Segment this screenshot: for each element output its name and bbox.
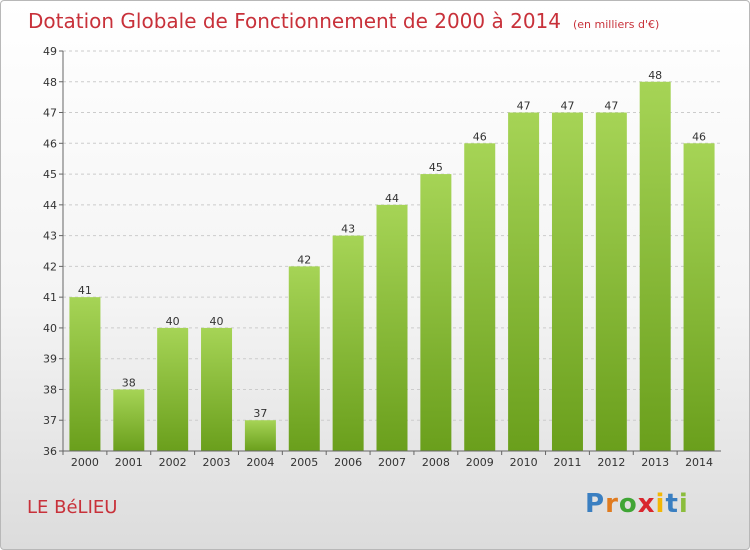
- chart-title: Dotation Globale de Fonctionnement de 20…: [28, 9, 659, 33]
- x-tick-label: 2003: [203, 456, 231, 469]
- data-label: 45: [429, 161, 443, 174]
- x-tick-label: 2014: [685, 456, 713, 469]
- bar-2006: [332, 235, 364, 451]
- x-tick-label: 2006: [334, 456, 362, 469]
- x-tick-label: 2008: [422, 456, 450, 469]
- bars: 41 38 40 40 37 42 43 44 45 46 47 47 47 48 46: [69, 69, 715, 452]
- data-label: 40: [210, 315, 224, 328]
- y-tick-label: 41: [43, 291, 57, 304]
- data-label: 38: [122, 376, 136, 389]
- data-label: 40: [166, 315, 180, 328]
- proxiti-logo[interactable]: Proxiti: [585, 489, 689, 519]
- logo-letter: P: [585, 489, 606, 519]
- bar-2008: [420, 174, 452, 452]
- y-tick-label: 45: [43, 168, 57, 181]
- data-label: 47: [604, 100, 618, 113]
- chart-subtitle: (en milliers d'€): [573, 18, 660, 31]
- bar-2007: [376, 204, 408, 451]
- data-label: 42: [297, 253, 311, 266]
- bar-2010: [508, 112, 540, 452]
- bar-2013: [639, 81, 671, 452]
- x-tick-label: 2007: [378, 456, 406, 469]
- y-tick-label: 44: [43, 199, 57, 212]
- data-label: 37: [253, 407, 267, 420]
- data-label: 46: [692, 130, 706, 143]
- data-label: 44: [385, 192, 399, 205]
- x-tick-label: 2005: [290, 456, 318, 469]
- bar-2002: [157, 327, 189, 451]
- y-tick-label: 47: [43, 107, 57, 120]
- bar-2009: [464, 143, 496, 452]
- data-label: 46: [473, 130, 487, 143]
- x-tick-label: 2012: [597, 456, 625, 469]
- logo-letter: x: [637, 489, 656, 519]
- bar-2011: [551, 112, 583, 452]
- y-tick-label: 37: [43, 414, 57, 427]
- y-tick-label: 36: [43, 445, 57, 458]
- bar-2001: [113, 389, 145, 451]
- bar-2004: [244, 420, 276, 451]
- bar-2014: [683, 143, 715, 452]
- data-label: 48: [648, 69, 662, 82]
- x-tick-label: 2000: [71, 456, 99, 469]
- logo-letter: t: [665, 489, 679, 519]
- x-tick-label: 2001: [115, 456, 143, 469]
- commune-name: LE BéLIEU: [27, 497, 118, 518]
- axes: 36 37 38 39 40 41 42 43 44 45 46 47 48 49 2000 2001 2002…: [43, 45, 721, 469]
- y-tick-label: 49: [43, 45, 57, 58]
- logo-letter: r: [605, 489, 619, 519]
- bar-2003: [201, 327, 233, 451]
- x-tick-label: 2011: [553, 456, 581, 469]
- data-label: 43: [341, 223, 355, 236]
- y-tick-label: 40: [43, 322, 57, 335]
- x-tick-label: 2004: [246, 456, 274, 469]
- x-tick-label: 2010: [510, 456, 538, 469]
- x-tick-label: 2013: [641, 456, 669, 469]
- logo-letter: o: [618, 489, 638, 519]
- y-tick-label: 42: [43, 260, 57, 273]
- title-text: Dotation Globale de Fonctionnement de 20…: [28, 9, 561, 33]
- x-tick-label: 2009: [466, 456, 494, 469]
- y-tick-label: 39: [43, 353, 57, 366]
- bar-2000: [69, 297, 101, 451]
- data-label: 41: [78, 284, 92, 297]
- y-tick-label: 48: [43, 76, 57, 89]
- y-tick-label: 46: [43, 137, 57, 150]
- data-label: 47: [560, 100, 574, 113]
- y-tick-label: 38: [43, 383, 57, 396]
- x-tick-label: 2002: [159, 456, 187, 469]
- data-label: 47: [517, 100, 531, 113]
- bar-2012: [595, 112, 627, 452]
- bar-2005: [288, 266, 320, 451]
- logo-letter: i: [678, 489, 689, 519]
- logo-letter: i: [655, 489, 666, 519]
- y-tick-label: 43: [43, 230, 57, 243]
